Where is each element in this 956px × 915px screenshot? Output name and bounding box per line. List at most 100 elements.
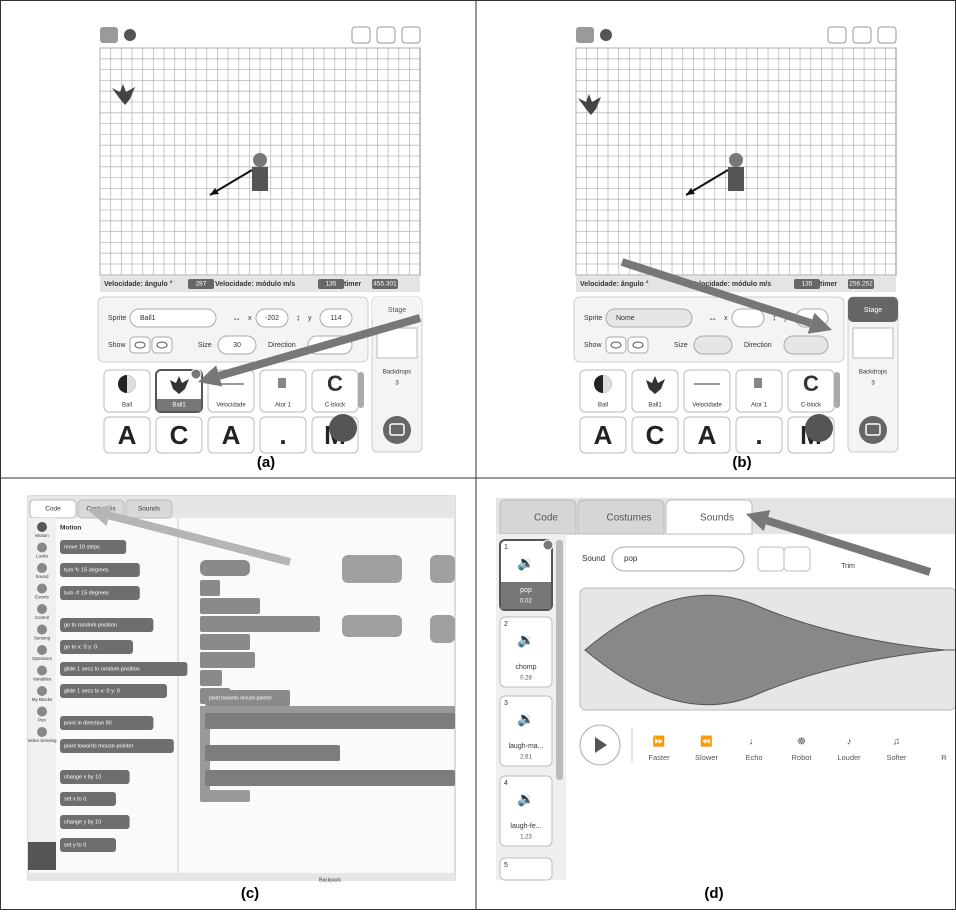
effect-button: Softer — [886, 753, 907, 762]
wizard-body — [728, 167, 744, 191]
delete-badge[interactable] — [191, 369, 201, 379]
sound-duration: 0.28 — [520, 676, 532, 682]
x-value: -202 — [265, 315, 279, 322]
effect-button: Slower — [695, 753, 718, 762]
category-dot[interactable] — [37, 727, 47, 737]
monitor-label: timer — [820, 281, 837, 288]
block-text: go to random position — [64, 622, 117, 628]
monitor-value: 287 — [196, 281, 207, 288]
category-dot[interactable] — [37, 625, 47, 635]
monitor-label: Velocidade: módulo m/s — [215, 281, 295, 288]
delete-badge[interactable] — [543, 540, 553, 550]
scrollbar — [834, 372, 840, 408]
sprite-tile-label: Ator 1 — [275, 403, 292, 409]
x-arrows: ↔ — [708, 312, 717, 322]
sound-name: laugh-fe... — [510, 823, 541, 830]
category-dot[interactable] — [37, 604, 47, 614]
block-text: point in direction 90 — [64, 720, 112, 726]
view-button[interactable] — [878, 27, 896, 43]
undo-button[interactable] — [758, 547, 784, 571]
sprite-tile-label: Velocidade — [216, 403, 246, 409]
view-button[interactable] — [853, 27, 871, 43]
redo-button[interactable] — [784, 547, 810, 571]
x-field[interactable] — [732, 309, 764, 327]
field-label: Sound — [582, 554, 605, 563]
sound-name: chomp — [515, 664, 536, 671]
backdrop-button[interactable] — [859, 416, 887, 444]
category-label: Sound — [35, 574, 49, 579]
tab-label: Code — [534, 513, 558, 524]
view-button[interactable] — [828, 27, 846, 43]
caption: (b) — [732, 454, 751, 471]
category-dot[interactable] — [37, 584, 47, 594]
block-text: go to x: 0 y: 0 — [64, 644, 97, 650]
category-dot[interactable] — [37, 543, 47, 553]
wizard-head — [253, 153, 267, 167]
show-toggle[interactable] — [130, 337, 150, 353]
show-toggle[interactable] — [606, 337, 626, 353]
category-dot[interactable] — [37, 686, 47, 696]
add-sprite-button[interactable] — [805, 414, 833, 442]
category-label: My Blocks — [32, 697, 53, 702]
backdrops-label: Backdrops — [859, 370, 887, 376]
category-dot[interactable] — [37, 707, 47, 717]
script-block — [205, 770, 455, 786]
extension-button[interactable] — [28, 842, 56, 870]
monitor-label: Velocidade: ângulo ° — [580, 280, 649, 288]
effect-icon: ⏩ — [653, 735, 665, 748]
category-dot[interactable] — [37, 563, 47, 573]
show-toggle[interactable] — [152, 337, 172, 353]
sprite-tile-label: C-block — [325, 403, 346, 409]
letter-sprite: A — [222, 420, 241, 450]
loop-foot — [200, 790, 250, 802]
field-label: Size — [674, 342, 688, 349]
field-label: Direction — [744, 342, 772, 349]
scrollbar — [556, 540, 563, 780]
backpack-label: Backpack — [319, 877, 341, 883]
view-button[interactable] — [377, 27, 395, 43]
category-label: Variables — [33, 677, 52, 682]
sound-index: 4 — [504, 780, 508, 787]
category-dot[interactable] — [37, 522, 47, 532]
script-hat — [342, 555, 402, 583]
script-block — [200, 652, 255, 668]
wizard-head — [729, 153, 743, 167]
effect-button: Faster — [648, 753, 670, 762]
category-dot[interactable] — [37, 645, 47, 655]
green-flag[interactable] — [100, 27, 118, 43]
letter-sprite: . — [279, 420, 286, 450]
letter-sprite: C — [170, 420, 189, 450]
backdrop-button[interactable] — [383, 416, 411, 444]
add-sprite-button[interactable] — [329, 414, 357, 442]
field-label: x — [724, 315, 728, 322]
sprite-tile-label: C-block — [801, 403, 822, 409]
block-text: move 10 steps — [64, 544, 100, 550]
effect-icon: ♫ — [893, 737, 901, 748]
stage-label: Stage — [864, 307, 882, 314]
field-label: Show — [108, 342, 126, 349]
stop-button[interactable] — [124, 29, 136, 41]
stop-button[interactable] — [600, 29, 612, 41]
show-toggle[interactable] — [628, 337, 648, 353]
speaker-icon: 🔉 — [517, 791, 534, 808]
sound-index: 3 — [504, 700, 508, 707]
block-text: glide 1 secs to x: 0 y: 0 — [64, 688, 120, 694]
view-button[interactable] — [352, 27, 370, 43]
category-dot[interactable] — [37, 666, 47, 676]
actor-icon — [754, 378, 762, 388]
tab-label: Code — [45, 506, 61, 513]
view-button[interactable] — [402, 27, 420, 43]
sprite-tile-label: Ball1 — [648, 403, 662, 409]
field-label: Show — [584, 342, 602, 349]
sprite-name: Nome — [616, 315, 635, 322]
monitor-label: Velocidade: ângulo ° — [104, 280, 173, 288]
field-label: y — [308, 315, 312, 322]
size-field[interactable] — [694, 336, 732, 354]
caption: (d) — [704, 885, 723, 902]
direction-field[interactable] — [784, 336, 828, 354]
green-flag[interactable] — [576, 27, 594, 43]
palette-title: Motion — [60, 525, 81, 532]
speaker-icon: 🔉 — [517, 555, 534, 572]
sound-name-value: pop — [624, 554, 638, 563]
scrollbar — [358, 372, 364, 408]
